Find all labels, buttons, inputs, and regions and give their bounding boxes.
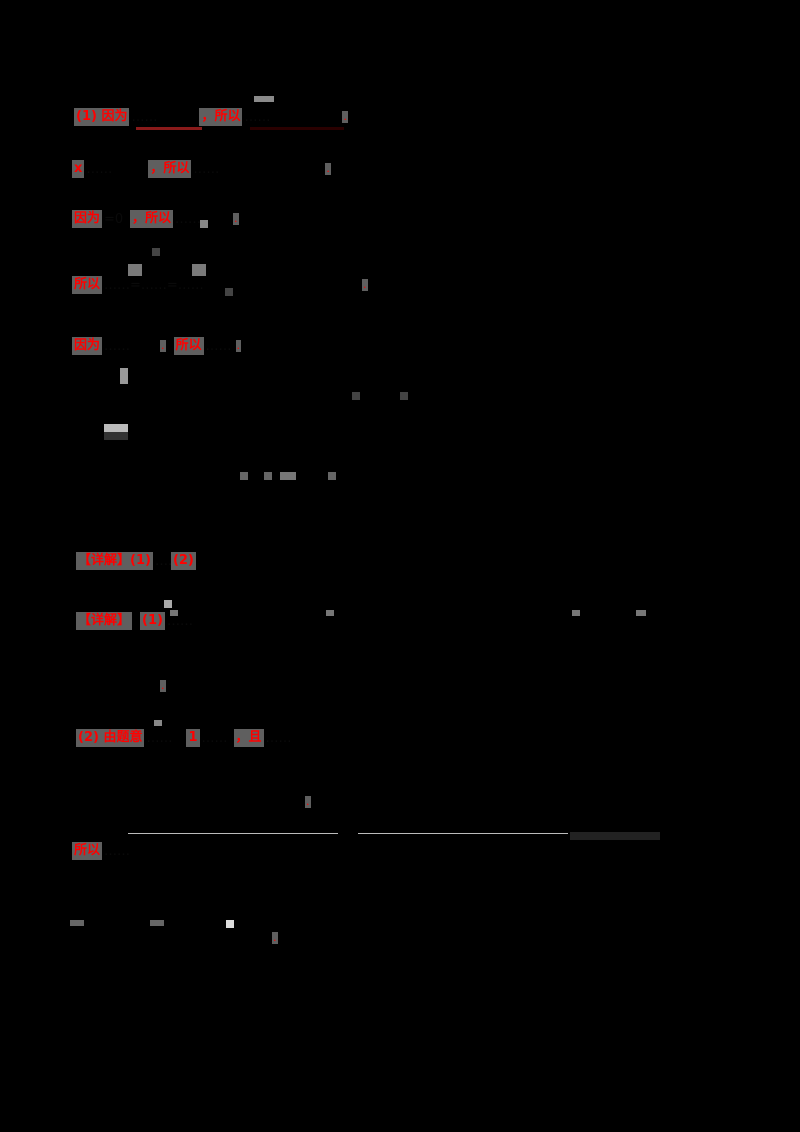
answer-line-2: x …… ，所以 …… .: [72, 160, 331, 178]
sqrt-overline: [128, 833, 338, 834]
equals-sign: [326, 610, 334, 616]
period-mark: .: [325, 162, 331, 175]
sqrt-overline: [358, 833, 568, 834]
answer-line-12: (2) 由题意 …… 1 …… ，且 ……: [76, 729, 558, 747]
formula-glyph: [240, 472, 248, 480]
answer-line-4: 所以 ……=……=…… .: [72, 276, 368, 294]
formula-text: ……: [175, 211, 202, 227]
formula-glyph: [154, 720, 162, 726]
equals-sign: [192, 264, 206, 276]
fraction-glyph: [104, 432, 128, 440]
formula-glyph: [352, 392, 360, 400]
formula-text: ……: [86, 161, 113, 177]
formula-text: ……: [265, 730, 292, 746]
red-label: 所以: [72, 276, 103, 294]
formula-text: ……=……=……: [104, 277, 204, 293]
red-label: 所以: [72, 842, 103, 860]
period-mark: .: [235, 339, 242, 352]
formula-glyph: [152, 248, 160, 256]
formula-glyph: [328, 472, 336, 480]
red-label: 【详解】(1): [76, 552, 153, 570]
formula-text: ……: [104, 338, 131, 354]
red-label: 所以: [173, 337, 204, 355]
formula-glyph: [264, 472, 272, 480]
answer-line-3: 因为 =0 ，所以 …… .: [72, 210, 239, 228]
answer-line-9: 【详解】(1) …… (2): [76, 552, 196, 570]
fraction-glyph: [104, 424, 128, 432]
answer-line-10: 【详解】 (1) ……: [76, 612, 669, 630]
red-label: ，所以: [199, 108, 243, 126]
formula-glyph: [226, 920, 234, 928]
answer-line-14: 所以 ……: [72, 842, 666, 860]
period-mark: .: [362, 278, 368, 291]
formula-text: ……: [146, 730, 173, 746]
red-label: x: [72, 160, 85, 178]
underline-decoration: [136, 127, 202, 130]
formula-text: =0: [104, 211, 124, 227]
formula-glyph: [400, 392, 408, 400]
red-label: 【详解】: [76, 612, 133, 630]
integral-sign: [120, 368, 128, 384]
red-label: (2): [170, 552, 196, 570]
formula-glyph: [164, 600, 172, 608]
red-label: (1): [140, 612, 165, 630]
minus-sign: [150, 920, 164, 926]
red-label: 因为: [72, 337, 103, 355]
formula-text: ……: [131, 109, 158, 125]
formula-text: ……: [104, 843, 131, 859]
period-mark: .: [272, 931, 278, 944]
period-mark: .: [233, 212, 239, 225]
formula-glyph: [570, 832, 660, 840]
formula-text: ……: [244, 109, 271, 125]
red-label: ，且: [233, 729, 264, 747]
formula-glyph: [280, 472, 296, 480]
formula-glyph: [225, 288, 233, 296]
red-label: ，所以: [148, 160, 192, 178]
red-label: 因为: [72, 210, 103, 228]
minus-sign: [70, 920, 84, 926]
answer-line-5: 因为 …… . 所以 …… .: [72, 337, 242, 355]
period-mark: .: [160, 679, 166, 692]
equals-sign: [636, 610, 646, 616]
red-label: ，所以: [130, 210, 174, 228]
formula-glyph: [200, 220, 208, 228]
formula-text: ……: [166, 613, 193, 629]
formula-text: ……: [154, 553, 181, 569]
answer-line-1: (1) 因为 …… ，所以 …… .: [74, 108, 348, 126]
equals-sign: [170, 610, 178, 616]
formula-text: ……: [193, 161, 220, 177]
equals-sign: [128, 264, 142, 276]
formula-text: ……: [201, 730, 228, 746]
formula-glyph: [254, 96, 274, 102]
period-mark: .: [305, 795, 311, 808]
equals-sign: [572, 610, 580, 616]
red-label: (1) 因为: [74, 108, 130, 126]
period-mark: .: [160, 339, 166, 352]
underline-decoration: [250, 127, 344, 130]
red-label: 1: [186, 729, 200, 747]
red-label: (2) 由题意: [76, 729, 145, 747]
period-mark: .: [342, 110, 348, 123]
formula-text: ……: [205, 338, 232, 354]
